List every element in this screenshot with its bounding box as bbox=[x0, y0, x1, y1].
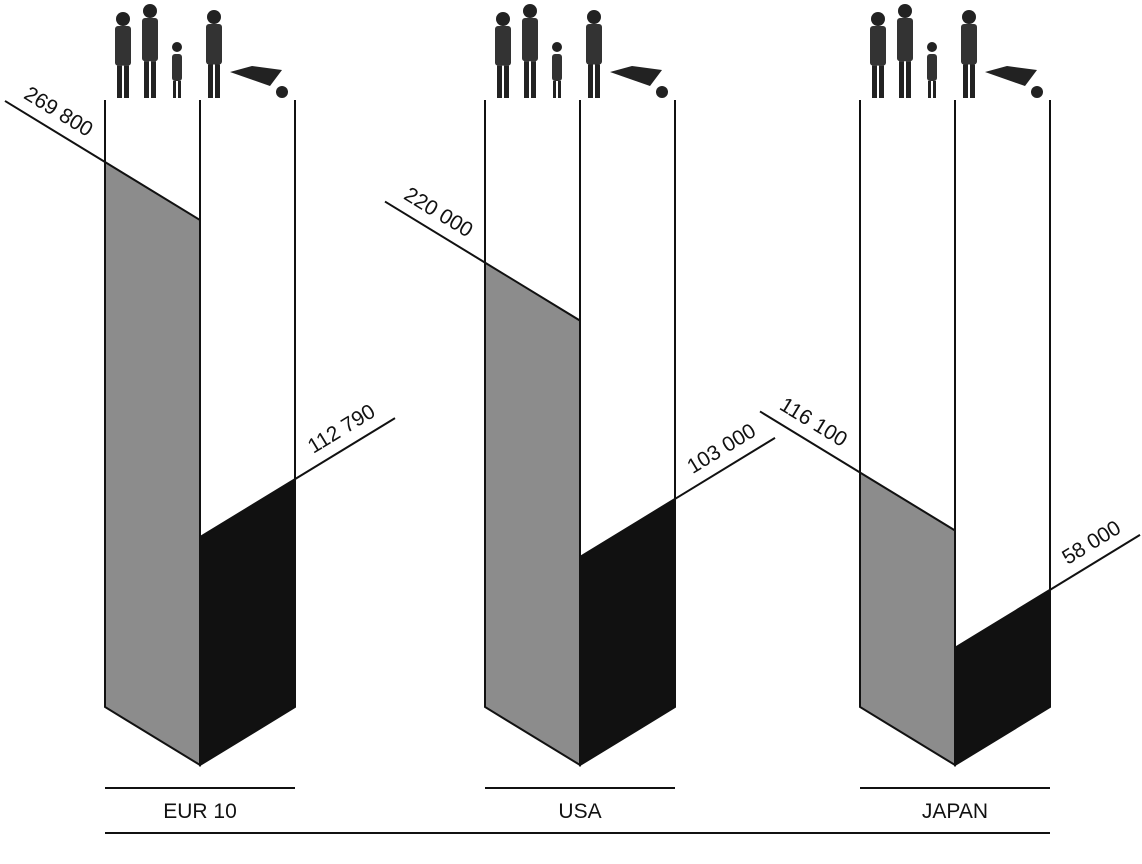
icon bbox=[115, 26, 131, 66]
category-label: EUR 10 bbox=[163, 800, 237, 823]
bar bbox=[955, 590, 1050, 765]
chart: 269 800112 790EUR 10220 000103 000USA116… bbox=[0, 0, 1142, 864]
icon bbox=[144, 61, 149, 98]
bar bbox=[200, 479, 295, 765]
icon bbox=[970, 65, 975, 99]
icon bbox=[928, 81, 931, 98]
icon bbox=[172, 42, 182, 52]
icon bbox=[524, 61, 529, 98]
icon bbox=[552, 54, 562, 81]
icon bbox=[558, 81, 561, 98]
icon bbox=[897, 18, 913, 61]
bar bbox=[580, 499, 675, 765]
icon bbox=[587, 10, 601, 24]
icon bbox=[215, 65, 220, 99]
icon bbox=[206, 24, 222, 65]
wheelbarrow-icon bbox=[276, 86, 288, 98]
wheelbarrow-icon bbox=[1031, 86, 1043, 98]
wheelbarrow-icon bbox=[610, 66, 662, 86]
people-icons bbox=[495, 4, 668, 98]
icon bbox=[962, 10, 976, 24]
icon bbox=[872, 66, 877, 98]
icon bbox=[927, 42, 937, 52]
icon bbox=[142, 18, 158, 61]
icon bbox=[899, 61, 904, 98]
icon bbox=[173, 81, 176, 98]
icon bbox=[143, 4, 157, 18]
icon bbox=[588, 65, 593, 99]
wheelbarrow-icon bbox=[985, 66, 1037, 86]
icon bbox=[496, 12, 510, 26]
icon bbox=[495, 26, 511, 66]
icon bbox=[586, 24, 602, 65]
icon bbox=[178, 81, 181, 98]
icon bbox=[523, 4, 537, 18]
icon bbox=[116, 12, 130, 26]
icon bbox=[870, 26, 886, 66]
value-label: 116 100 bbox=[776, 393, 851, 451]
icon bbox=[504, 66, 509, 98]
icon bbox=[963, 65, 968, 99]
people-icons bbox=[870, 4, 1043, 98]
icon bbox=[172, 54, 182, 81]
icon bbox=[208, 65, 213, 99]
icon bbox=[552, 42, 562, 52]
icon bbox=[927, 54, 937, 81]
icon bbox=[207, 10, 221, 24]
icon bbox=[497, 66, 502, 98]
icon bbox=[871, 12, 885, 26]
icon bbox=[933, 81, 936, 98]
value-label: 58 000 bbox=[1058, 516, 1125, 569]
bar bbox=[105, 162, 200, 765]
icon bbox=[553, 81, 556, 98]
icon bbox=[906, 61, 911, 98]
icon bbox=[961, 24, 977, 65]
page: {"chart_data": {"type": "bar", "categori… bbox=[0, 0, 1142, 864]
icon bbox=[531, 61, 536, 98]
icon bbox=[117, 66, 122, 98]
category-label: JAPAN bbox=[922, 800, 988, 823]
bar bbox=[485, 263, 580, 765]
category-label: USA bbox=[558, 800, 601, 823]
bar bbox=[860, 472, 955, 765]
icon bbox=[124, 66, 129, 98]
icon bbox=[898, 4, 912, 18]
wheelbarrow-icon bbox=[656, 86, 668, 98]
people-icons bbox=[115, 4, 288, 98]
value-label: 112 790 bbox=[304, 400, 379, 458]
icon bbox=[151, 61, 156, 98]
icon bbox=[595, 65, 600, 99]
wheelbarrow-icon bbox=[230, 66, 282, 86]
icon bbox=[879, 66, 884, 98]
icon bbox=[522, 18, 538, 61]
